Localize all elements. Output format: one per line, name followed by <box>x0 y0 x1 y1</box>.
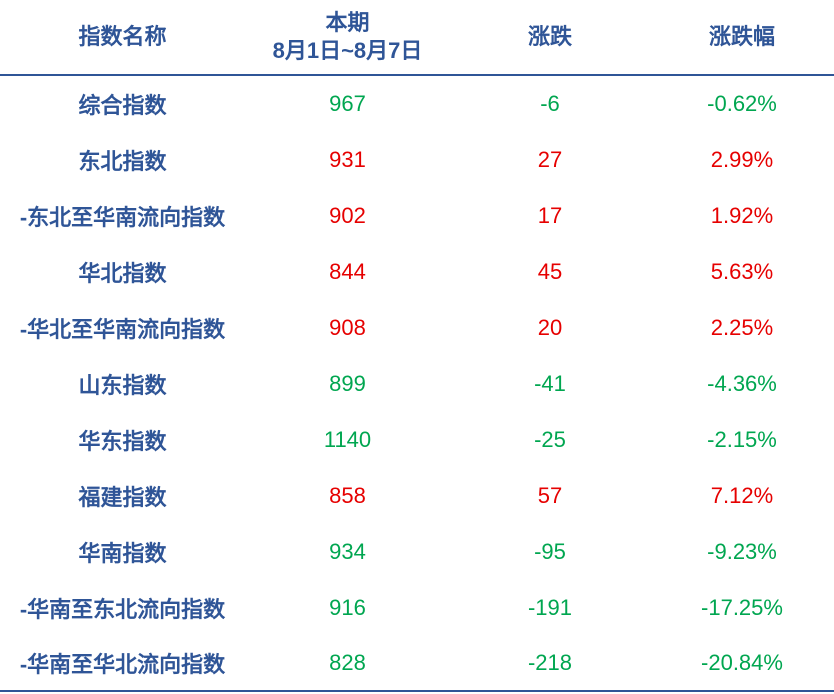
table-row: -东北至华南流向指数 902 17 1.92% <box>0 188 834 244</box>
value-cell: -41 <box>534 371 566 396</box>
value-cell: -218 <box>450 636 650 692</box>
index-name: 华南指数 <box>78 541 167 566</box>
value-cell: 5.63% <box>710 259 774 284</box>
value-cell: -4.36% <box>707 371 777 396</box>
header-cell: 涨跌 <box>450 0 650 76</box>
index-name: -华北至华南流向指数 <box>19 317 226 342</box>
table-row: 华北指数 844 45 5.63% <box>0 244 834 300</box>
value-cell: 908 <box>329 315 366 340</box>
index-name: 福建指数 <box>78 485 167 510</box>
value-cell: -95 <box>534 539 566 564</box>
value-cell: 858 <box>329 483 366 508</box>
table-row: -华北至华南流向指数 908 20 2.25% <box>0 300 834 356</box>
value-cell: 931 <box>329 147 366 172</box>
value-cell: -191 <box>527 595 573 620</box>
value-cell: 934 <box>329 539 366 564</box>
index-name: -华南至华北流向指数 <box>0 636 245 692</box>
value-cell: 17 <box>537 203 563 228</box>
header-cell: 本期 8月1日~8月7日 <box>245 0 450 76</box>
value-cell: -0.62% <box>707 91 777 116</box>
value-cell: 45 <box>537 259 563 284</box>
table-row: 华南指数 934 -95 -9.23% <box>0 524 834 580</box>
value-cell: 916 <box>329 595 366 620</box>
index-name: 华北指数 <box>78 261 167 286</box>
table-row: 综合指数 967 -6 -0.62% <box>0 75 834 132</box>
index-name: 华东指数 <box>78 429 167 454</box>
header-cell: 涨跌幅 <box>650 0 834 76</box>
value-cell: 967 <box>329 91 366 116</box>
value-cell: 27 <box>537 147 563 172</box>
value-cell: -2.15% <box>707 427 777 452</box>
header-text: 8月1日~8月7日 <box>272 38 423 63</box>
value-cell: 2.99% <box>710 147 774 172</box>
value-cell: -25 <box>534 427 566 452</box>
table-row: 山东指数 899 -41 -4.36% <box>0 356 834 412</box>
header-cell: 指数名称 <box>0 0 245 76</box>
value-cell: 828 <box>245 636 450 692</box>
value-cell: 57 <box>537 483 563 508</box>
index-name: 东北指数 <box>78 149 167 174</box>
value-cell: 7.12% <box>710 483 774 508</box>
index-name: 山东指数 <box>78 373 167 398</box>
header-row: 指数名称 本期 8月1日~8月7日 涨跌 涨跌幅 <box>0 0 834 76</box>
value-cell: -9.23% <box>707 539 777 564</box>
table-body: 综合指数 967 -6 -0.62% 东北指数 931 27 2.99% -东北至华南流向指数 9… <box>0 75 834 692</box>
value-cell: 844 <box>329 259 366 284</box>
table-row: -华南至华北流向指数 828 -218 -20.84% <box>0 636 834 692</box>
value-cell: 20 <box>537 315 563 340</box>
value-cell: -6 <box>540 91 560 116</box>
index-name: -华南至东北流向指数 <box>19 597 226 622</box>
value-cell: 1140 <box>323 427 372 452</box>
value-cell: 1.92% <box>710 203 774 228</box>
value-cell: -17.25% <box>701 595 783 620</box>
value-cell: 899 <box>329 371 366 396</box>
value-cell: -20.84% <box>650 636 834 692</box>
index-name: 综合指数 <box>78 93 167 118</box>
index-name: -东北至华南流向指数 <box>19 205 226 230</box>
table-row: 福建指数 858 57 7.12% <box>0 468 834 524</box>
table-row: -华南至东北流向指数 916 -191 -17.25% <box>0 580 834 636</box>
value-cell: 902 <box>329 203 366 228</box>
table-row: 东北指数 931 27 2.99% <box>0 132 834 188</box>
header-text: 本期 <box>325 10 370 35</box>
table-row: 华东指数 1140 -25 -2.15% <box>0 412 834 468</box>
value-cell: 2.25% <box>710 315 774 340</box>
